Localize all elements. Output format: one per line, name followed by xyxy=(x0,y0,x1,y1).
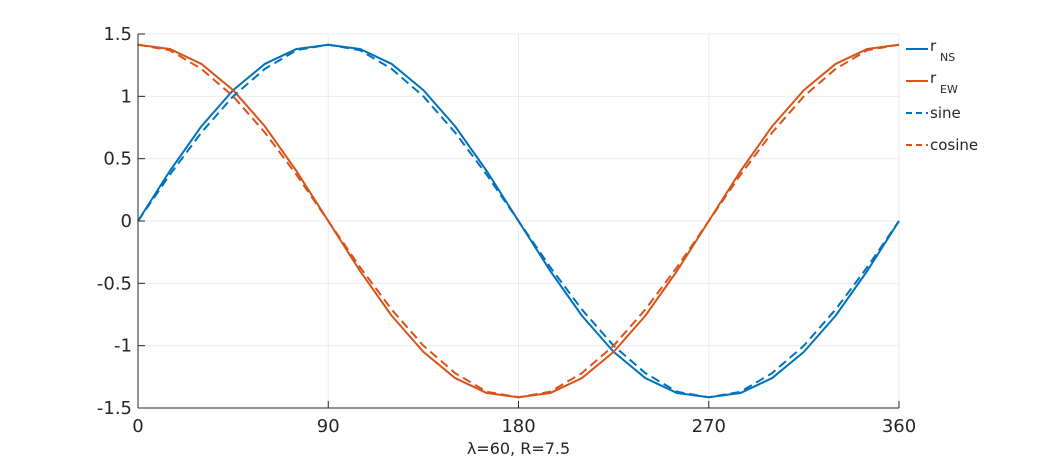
legend-label: sine xyxy=(930,104,961,122)
x-tick-label: 90 xyxy=(317,416,340,437)
series-line-sine xyxy=(137,43,900,399)
y-tick-label: 1.5 xyxy=(103,24,132,45)
x-tick-label: 360 xyxy=(882,416,916,437)
y-tick-label: 0 xyxy=(121,211,132,232)
legend-label: r xyxy=(930,37,937,55)
y-tick-label: 0.5 xyxy=(103,149,132,170)
x-axis-label: λ=60, R=7.5 xyxy=(467,439,570,458)
series-group xyxy=(137,43,900,399)
legend-label-subscript: EW xyxy=(940,83,958,96)
y-tick-label: -0.5 xyxy=(97,273,132,294)
legend-label-subscript: NS xyxy=(940,51,955,64)
y-tick-label: -1 xyxy=(114,336,132,357)
tick-labels: 0 90 180 270 360 -1.5 -1 -0.5 0 0.5 1 1.5 xyxy=(97,24,916,437)
x-tick-label: 270 xyxy=(692,416,726,437)
axes xyxy=(137,33,900,409)
legend-label: r xyxy=(930,69,937,87)
series-line-cosine xyxy=(137,43,900,399)
legend-label: cosine xyxy=(930,136,978,154)
x-tick-label: 180 xyxy=(501,416,535,437)
x-tick-label: 0 xyxy=(132,416,143,437)
y-tick-label: -1.5 xyxy=(97,398,132,419)
y-tick-label: 1 xyxy=(121,86,132,107)
